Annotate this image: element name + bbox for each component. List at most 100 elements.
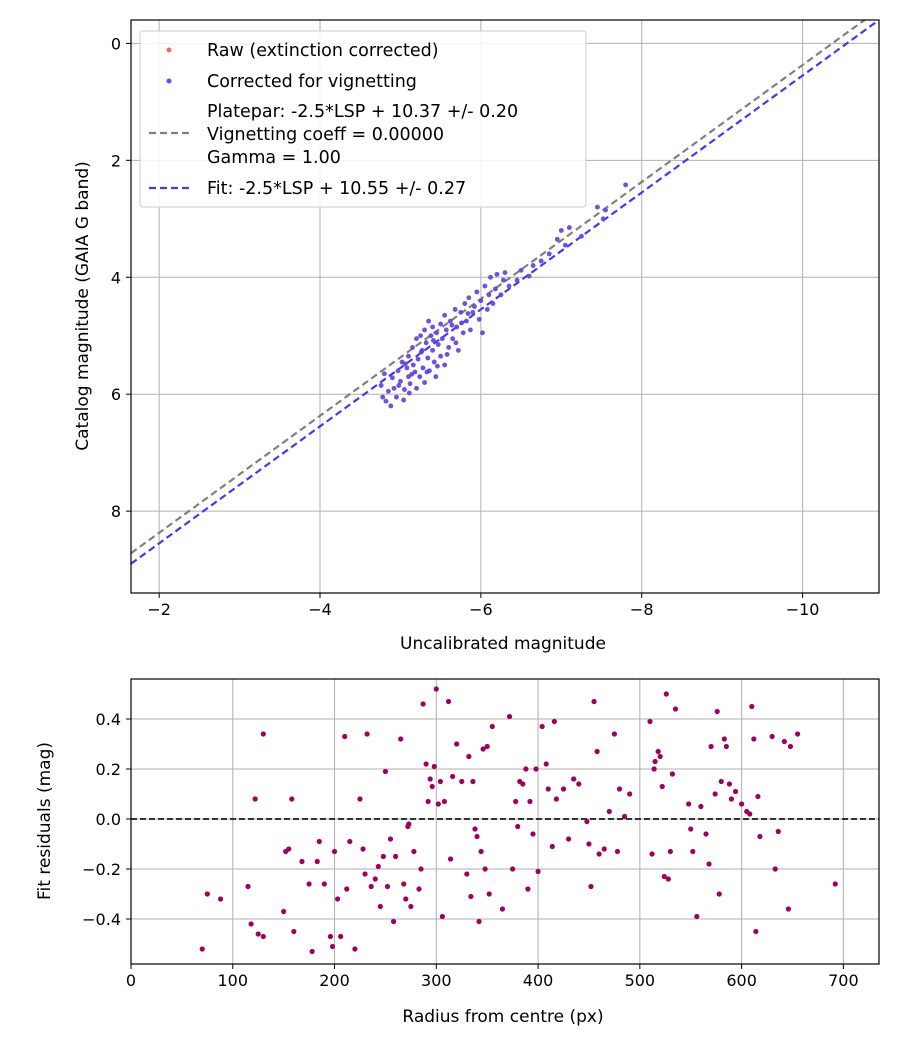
x-tick-label: 300 <box>421 971 452 990</box>
residual-point <box>468 893 474 900</box>
x-tick-label: −4 <box>308 600 332 619</box>
corrected-point <box>449 322 455 328</box>
residual-point <box>513 798 519 805</box>
residual-point <box>525 886 531 892</box>
corrected-point <box>420 365 426 371</box>
y-tick-label: 2 <box>111 151 121 170</box>
residual-point <box>408 903 414 910</box>
residual-point <box>769 733 775 740</box>
residual-point <box>651 766 657 772</box>
corrected-point <box>472 304 477 309</box>
corrected-point <box>423 340 429 346</box>
corrected-point <box>600 216 606 222</box>
residual-point <box>663 691 669 697</box>
residual-point <box>571 776 577 782</box>
residual-point <box>390 918 397 925</box>
residual-point <box>435 801 441 807</box>
corrected-point <box>623 182 629 188</box>
corrected-point <box>383 398 389 404</box>
residual-point <box>362 871 368 877</box>
corrected-point <box>498 292 504 298</box>
residual-point <box>755 793 761 800</box>
residual-point <box>669 771 676 777</box>
x-tick-label: 200 <box>319 971 350 990</box>
corrected-point <box>422 380 427 385</box>
residual-point <box>657 753 663 760</box>
residual-point <box>553 796 559 802</box>
residual-point <box>566 836 572 842</box>
residual-point <box>520 781 526 787</box>
legend-raw-label: Raw (extinction corrected) <box>207 41 439 61</box>
corrected-point <box>439 336 445 342</box>
x-tick-label: 0 <box>126 971 136 990</box>
residual-point <box>621 813 628 820</box>
corrected-point <box>480 330 485 336</box>
corrected-point <box>430 347 436 353</box>
corrected-point <box>492 286 498 292</box>
corrected-point <box>404 365 410 371</box>
residual-point <box>694 913 700 920</box>
residual-point <box>726 781 733 787</box>
legend-corrected-label: Corrected for vignetting <box>207 72 417 92</box>
y-tick-label: 8 <box>111 502 121 521</box>
corrected-point <box>506 283 512 289</box>
residual-point <box>478 848 484 855</box>
corrected-point <box>414 336 419 342</box>
corrected-point <box>530 263 536 268</box>
corrected-point <box>394 394 399 400</box>
corrected-point <box>458 309 464 315</box>
corrected-point <box>463 318 469 324</box>
corrected-point <box>401 397 407 403</box>
y-tick-label: 0.0 <box>96 810 121 829</box>
legend-platepar-label-3: Gamma = 1.00 <box>207 148 341 168</box>
residual-point <box>418 866 424 872</box>
residual-point <box>716 891 722 897</box>
y-tick-label: 6 <box>111 385 121 404</box>
corrected-point <box>494 271 500 277</box>
residual-point <box>291 928 297 935</box>
y-tick-label: 0.4 <box>96 710 121 729</box>
residual-point <box>527 798 533 805</box>
corrected-point <box>518 267 524 273</box>
legend: Raw (extinction corrected) Corrected for… <box>139 30 587 208</box>
residual-point <box>480 746 486 752</box>
residual-point <box>721 736 727 742</box>
corrected-point <box>470 309 476 315</box>
corrected-point <box>389 375 395 381</box>
corrected-point <box>490 301 496 306</box>
residual-point <box>732 788 739 795</box>
residual-point <box>515 823 521 830</box>
corrected-point <box>465 311 471 316</box>
residual-point <box>437 778 443 785</box>
legend-raw-marker <box>166 47 172 53</box>
residual-point <box>576 781 582 787</box>
residual-point <box>596 851 602 857</box>
residual-point <box>416 886 422 892</box>
y-tick-label: 0 <box>111 34 121 53</box>
residual-point <box>368 883 374 890</box>
residual-point <box>441 798 448 805</box>
residual-point <box>309 948 315 955</box>
residual-point <box>749 703 755 710</box>
residual-point <box>560 786 567 792</box>
residual-point <box>321 881 327 887</box>
corrected-point <box>546 251 552 257</box>
x-axis-label: Uncalibrated magnitude <box>400 634 606 654</box>
residual-point <box>314 858 320 865</box>
residual-point <box>712 791 718 797</box>
residual-point <box>486 891 492 897</box>
corrected-point <box>398 378 403 384</box>
residual-point <box>445 698 452 705</box>
corrected-point <box>433 374 439 380</box>
residual-point <box>647 718 653 725</box>
y-tick-label: 0.2 <box>96 760 121 779</box>
residual-point <box>588 883 594 890</box>
corrected-point <box>486 292 492 298</box>
corrected-point <box>402 387 407 392</box>
corrected-point <box>422 327 427 333</box>
residual-point <box>523 766 529 772</box>
residual-point <box>199 946 205 952</box>
residual-point <box>281 908 287 915</box>
residual-point <box>382 768 389 775</box>
